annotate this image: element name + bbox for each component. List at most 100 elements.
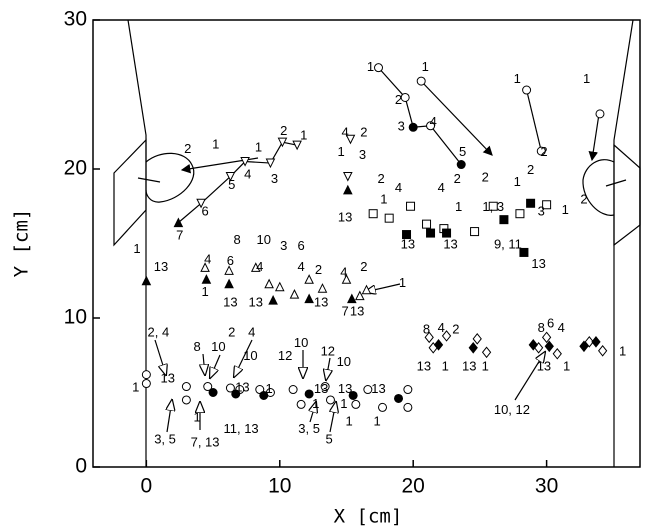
annotation: 4	[342, 125, 349, 140]
annotation: 1	[422, 59, 429, 74]
left-blob	[145, 152, 195, 203]
right-mark	[605, 179, 627, 187]
annotation: 13	[537, 359, 551, 374]
point	[225, 171, 236, 182]
annotation: 10	[211, 339, 225, 354]
annotation: 1	[619, 344, 626, 359]
y-axis-label: Y [cm]	[11, 209, 33, 278]
annotation: 1	[455, 199, 462, 214]
annotation: 13	[401, 236, 415, 251]
point	[181, 382, 191, 392]
point	[296, 399, 306, 409]
arrow	[234, 339, 253, 377]
annotation: 1	[367, 59, 374, 74]
point	[422, 219, 432, 229]
annotation: 13	[443, 236, 457, 251]
x-tick-label: 10	[268, 475, 291, 498]
x-tick-label: 20	[402, 475, 425, 498]
annotation: 2	[360, 125, 367, 140]
annotation: 13	[223, 295, 237, 310]
point	[347, 293, 357, 304]
annotation: 4	[395, 180, 402, 195]
point	[363, 385, 373, 395]
point	[408, 122, 418, 132]
annotation: 8	[538, 320, 545, 335]
x-axis-label: X [cm]	[334, 506, 403, 528]
point	[240, 157, 250, 167]
annotation: 13	[417, 359, 431, 374]
point	[378, 402, 388, 412]
arrow	[167, 400, 172, 433]
annotation: 1	[201, 284, 208, 299]
annotation: 1	[482, 359, 489, 374]
point	[181, 395, 191, 405]
annotation: 13	[249, 295, 263, 310]
annotation: 12	[321, 344, 335, 359]
point	[536, 146, 546, 156]
point	[320, 382, 330, 392]
annotation: 4	[438, 320, 445, 335]
point	[173, 217, 184, 228]
annotation: 1	[583, 71, 590, 86]
point	[441, 330, 452, 342]
point	[343, 171, 353, 182]
plot-frame	[92, 19, 641, 468]
point	[203, 382, 213, 392]
right-funnel	[613, 143, 641, 247]
arrow	[365, 283, 401, 292]
point	[470, 227, 480, 237]
point	[481, 346, 492, 359]
x-tick-label: 0	[141, 475, 153, 498]
point	[526, 198, 536, 208]
annotation: 7	[342, 303, 349, 318]
point	[304, 274, 314, 284]
annotation: 6	[547, 315, 554, 330]
trajectory	[526, 89, 542, 152]
annotation: 13	[338, 210, 352, 225]
left-funnel	[113, 138, 147, 247]
point	[317, 283, 328, 293]
annotation: 5	[326, 432, 333, 447]
annotation: 7	[176, 227, 183, 242]
annotation: 1	[338, 144, 345, 159]
annotation: 2	[360, 259, 367, 274]
annotation: 1, 3	[482, 199, 504, 214]
point	[541, 331, 552, 344]
point	[224, 278, 234, 289]
point	[325, 395, 335, 405]
annotation: 1	[132, 379, 139, 394]
annotation: 4	[298, 259, 305, 274]
annotation: 12	[278, 348, 292, 363]
point	[141, 379, 151, 389]
point	[442, 228, 452, 238]
point	[426, 121, 436, 131]
annotation: 4	[248, 324, 255, 339]
annotation: 9, 11	[494, 236, 522, 251]
annotation: 2	[540, 144, 547, 159]
point	[250, 262, 261, 272]
annotation: 1	[380, 192, 387, 207]
annotation: 8	[193, 339, 200, 354]
annotation: 1	[562, 202, 569, 217]
left-wall	[127, 19, 147, 467]
annotation: 1	[514, 174, 521, 189]
annotation: 8	[423, 321, 430, 336]
annotation: 3, 5	[298, 421, 320, 436]
annotation: 1	[374, 414, 381, 429]
annotation: 13	[371, 381, 385, 396]
point	[472, 333, 482, 345]
arrow	[420, 80, 493, 156]
point	[424, 331, 434, 344]
point	[304, 389, 314, 399]
annotation: 6	[227, 253, 234, 268]
point	[304, 293, 314, 304]
point	[259, 390, 269, 400]
point	[468, 341, 478, 354]
point	[277, 137, 288, 148]
point	[519, 247, 529, 257]
arrow	[210, 354, 221, 378]
annotation: 1	[133, 241, 140, 256]
arrow	[154, 339, 166, 375]
point	[265, 158, 276, 169]
